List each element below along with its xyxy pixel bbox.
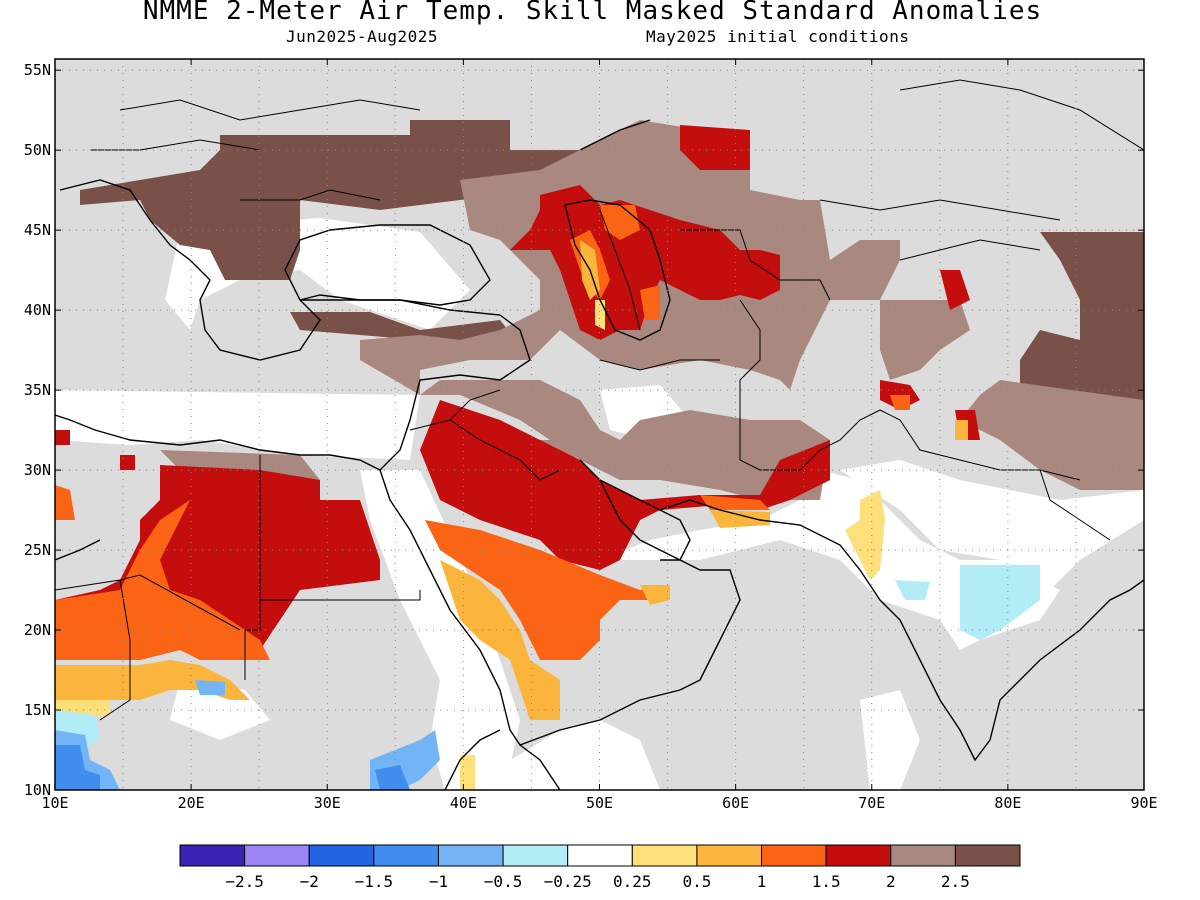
lon-tick-label: 50E [586, 794, 613, 812]
anomaly-1 [640, 285, 660, 320]
lat-tick-label: 40N [24, 301, 51, 319]
lat-tick-label: 50N [24, 141, 51, 159]
near-normal-region [600, 470, 1060, 650]
colorbar-swatch [761, 844, 827, 867]
near-normal-region [840, 460, 1144, 600]
anomaly-1 [890, 395, 910, 410]
forecast-period: Jun2025-Aug2025 [286, 27, 438, 46]
lat-tick-label: 25N [24, 541, 51, 559]
lat-tick-label: 55N [24, 61, 51, 79]
longitude-labels: 10E 20E 30E 40E 50E 60E 70E 80E 90E [41, 59, 1158, 812]
anomaly-0.5 [640, 585, 670, 605]
graticule [55, 59, 1144, 790]
lon-tick-label: 10E [41, 794, 68, 812]
colorbar-swatch [502, 844, 569, 867]
anomaly-0.25 [55, 700, 110, 715]
colorbar-label: 2 [886, 872, 896, 891]
colorbar-label: −0.5 [484, 872, 523, 891]
lon-tick-label: 40E [450, 794, 477, 812]
anomaly-neg-1 [55, 745, 100, 790]
colorbar-swatch [179, 844, 246, 867]
lat-tick-label: 10N [24, 781, 51, 799]
lon-tick-label: 20E [178, 794, 205, 812]
colorbar-label: −1.5 [355, 872, 394, 891]
colorbar-swatch [567, 844, 633, 867]
lat-tick-label: 45N [24, 221, 51, 239]
anomaly-1 [425, 520, 670, 660]
colorbar-swatch [437, 844, 504, 867]
colorbar-label: 2.5 [941, 872, 970, 891]
anomaly-1 [55, 485, 75, 520]
anomaly-0.5 [955, 420, 968, 440]
anomaly-1.5 [420, 400, 830, 570]
colorbar [179, 844, 1021, 867]
lon-tick-label: 60E [722, 794, 749, 812]
colorbar-label: −2.5 [225, 872, 264, 891]
lat-tick-label: 15N [24, 701, 51, 719]
anomaly-0.25 [845, 490, 885, 580]
coastlines [55, 119, 1144, 790]
anomaly-neg-0.5 [195, 680, 225, 695]
lat-tick-label: 20N [24, 621, 51, 639]
lon-tick-label: 80E [994, 794, 1021, 812]
anomaly-neg-0.25 [960, 565, 1040, 640]
anomaly-1.5 [510, 185, 780, 340]
anomaly-1.5 [55, 430, 70, 445]
colorbar-swatch [825, 844, 892, 867]
anomaly-0.25 [460, 755, 475, 790]
colorbar-label: 1 [757, 872, 767, 891]
colorbar-label: −2 [300, 872, 319, 891]
colorbar-labels: −2.5 −2 −1.5 −1 −0.5 −0.25 0.25 0.5 1 1.5 2 2.5 [225, 872, 969, 891]
anomaly-0.5 [440, 560, 560, 720]
colorbar-label: 0.5 [682, 872, 711, 891]
anomaly-1 [55, 500, 270, 660]
colorbar-swatch [373, 844, 439, 867]
colorbar-swatch [954, 844, 1021, 867]
colorbar-swatch [308, 844, 375, 867]
colorbar-swatch [631, 844, 698, 867]
near-normal-region [457, 720, 660, 790]
anomaly-field [55, 59, 1144, 790]
near-normal-region [860, 690, 920, 790]
anomaly-1.5 [940, 270, 970, 310]
anomaly-neg-1 [375, 765, 410, 790]
colorbar-swatch [890, 844, 956, 867]
colorbar-label: 1.5 [812, 872, 841, 891]
latitude-labels: 55N 50N 45N 40N 35N 30N 25N 20N 15N 10N [24, 61, 1144, 799]
lon-tick-label: 30E [314, 794, 341, 812]
anomaly-neg-0.25 [895, 580, 930, 600]
lat-tick-label: 30N [24, 461, 51, 479]
anomaly-1 [700, 495, 770, 510]
anomaly-2 [960, 380, 1144, 490]
anomaly-1.5 [680, 125, 750, 170]
anomaly-1.5 [120, 455, 135, 470]
near-normal-region [55, 390, 420, 460]
lat-tick-label: 35N [24, 381, 51, 399]
colorbar-label: −0.25 [544, 872, 592, 891]
colorbar-swatch [696, 844, 763, 867]
colorbar-label: 0.25 [613, 872, 652, 891]
map-title: NMME 2-Meter Air Temp. Skill Masked Stan… [142, 0, 1043, 26]
anomaly-0.25 [595, 300, 605, 330]
anomaly-2 [880, 300, 970, 380]
colorbar-label: −1 [429, 872, 448, 891]
colorbar-swatch [244, 844, 310, 867]
lon-tick-label: 90E [1130, 794, 1157, 812]
initial-conditions: May2025 initial conditions [646, 27, 910, 46]
lon-tick-label: 70E [858, 794, 885, 812]
anomaly-0.5 [710, 510, 770, 528]
